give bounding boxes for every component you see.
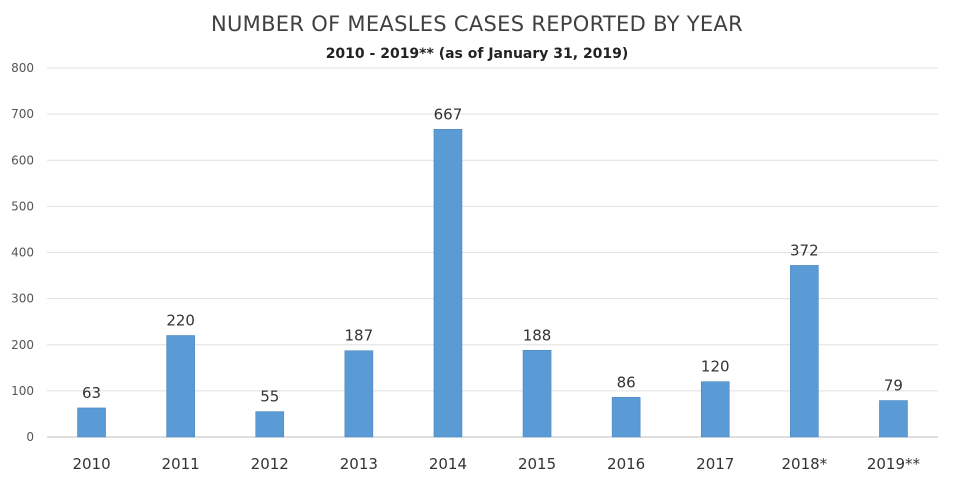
y-tick-label: 0	[26, 430, 34, 444]
y-tick-label: 500	[11, 199, 34, 213]
x-tick-label: 2014	[429, 455, 467, 473]
x-tick-label: 2015	[518, 455, 556, 473]
data-label: 63	[82, 384, 101, 402]
data-label: 79	[884, 377, 903, 395]
chart-subtitle: 2010 - 2019** (as of January 31, 2019)	[325, 46, 629, 62]
bar	[790, 265, 819, 438]
bar	[522, 349, 552, 438]
data-label: 667	[434, 105, 463, 123]
y-axis-ticks: 0 100 200 300 400 500 600 700 800	[11, 61, 34, 444]
x-tick-label: 2012	[251, 455, 289, 473]
data-label: 372	[790, 241, 819, 259]
x-tick-label: 2013	[340, 455, 378, 473]
data-labels: 63 220 55 187 667 188 86 120 372 79	[82, 105, 903, 405]
x-tick-label: 2016	[607, 455, 645, 473]
y-tick-label: 800	[11, 61, 34, 75]
y-tick-label: 600	[11, 153, 34, 167]
bar	[77, 407, 106, 438]
bar	[611, 397, 641, 438]
data-label: 220	[166, 312, 195, 330]
data-label: 55	[260, 388, 279, 406]
bar	[166, 335, 195, 438]
data-label: 86	[617, 373, 636, 391]
y-tick-label: 100	[11, 384, 34, 398]
x-tick-label: 2018*	[782, 455, 828, 473]
y-tick-label: 200	[11, 338, 34, 352]
x-tick-label: 2019**	[867, 455, 921, 473]
gridlines	[47, 67, 938, 438]
bar	[700, 381, 730, 438]
y-tick-label: 400	[11, 246, 34, 260]
y-tick-label: 700	[11, 107, 34, 121]
bar	[344, 350, 374, 438]
x-axis-ticks: 2010 2011 2012 2013 2014 2015 2016 2017 2018* 201…	[72, 455, 920, 473]
chart-title: NUMBER OF MEASLES CASES REPORTED BY YEAR	[211, 12, 743, 36]
y-tick-label: 300	[11, 292, 34, 306]
bar	[255, 411, 285, 438]
x-tick-label: 2017	[696, 455, 734, 473]
bar	[433, 129, 463, 438]
bar	[879, 400, 908, 438]
bars	[77, 129, 908, 438]
x-tick-label: 2011	[162, 455, 200, 473]
data-label: 120	[701, 358, 730, 376]
x-tick-label: 2010	[72, 455, 110, 473]
data-label: 187	[345, 327, 374, 345]
data-label: 188	[523, 326, 552, 344]
